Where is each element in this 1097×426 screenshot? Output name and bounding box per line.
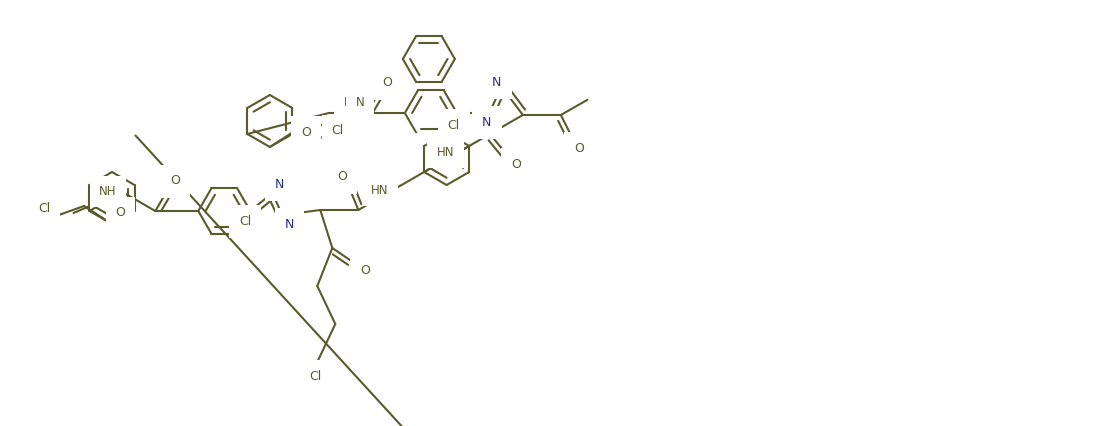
Text: Cl: Cl — [309, 369, 321, 383]
Text: O: O — [338, 170, 348, 184]
Text: O: O — [574, 141, 584, 155]
Text: O: O — [360, 265, 371, 277]
Text: N: N — [493, 75, 501, 89]
Text: N: N — [483, 115, 491, 129]
Text: O: O — [115, 207, 125, 219]
Text: N: N — [274, 178, 284, 190]
Text: N: N — [355, 97, 364, 109]
Text: O: O — [302, 126, 312, 138]
Text: Cl: Cl — [331, 124, 344, 138]
Text: Cl: Cl — [448, 119, 460, 132]
Text: Cl: Cl — [38, 201, 50, 215]
Text: N: N — [284, 218, 294, 230]
Text: Cl: Cl — [239, 215, 251, 228]
Text: O: O — [382, 77, 392, 89]
Text: HN: HN — [371, 184, 388, 197]
Text: H: H — [343, 97, 352, 109]
Text: O: O — [511, 158, 521, 170]
Text: O: O — [170, 175, 180, 187]
Text: HN: HN — [437, 146, 454, 159]
Text: NH: NH — [99, 185, 116, 198]
